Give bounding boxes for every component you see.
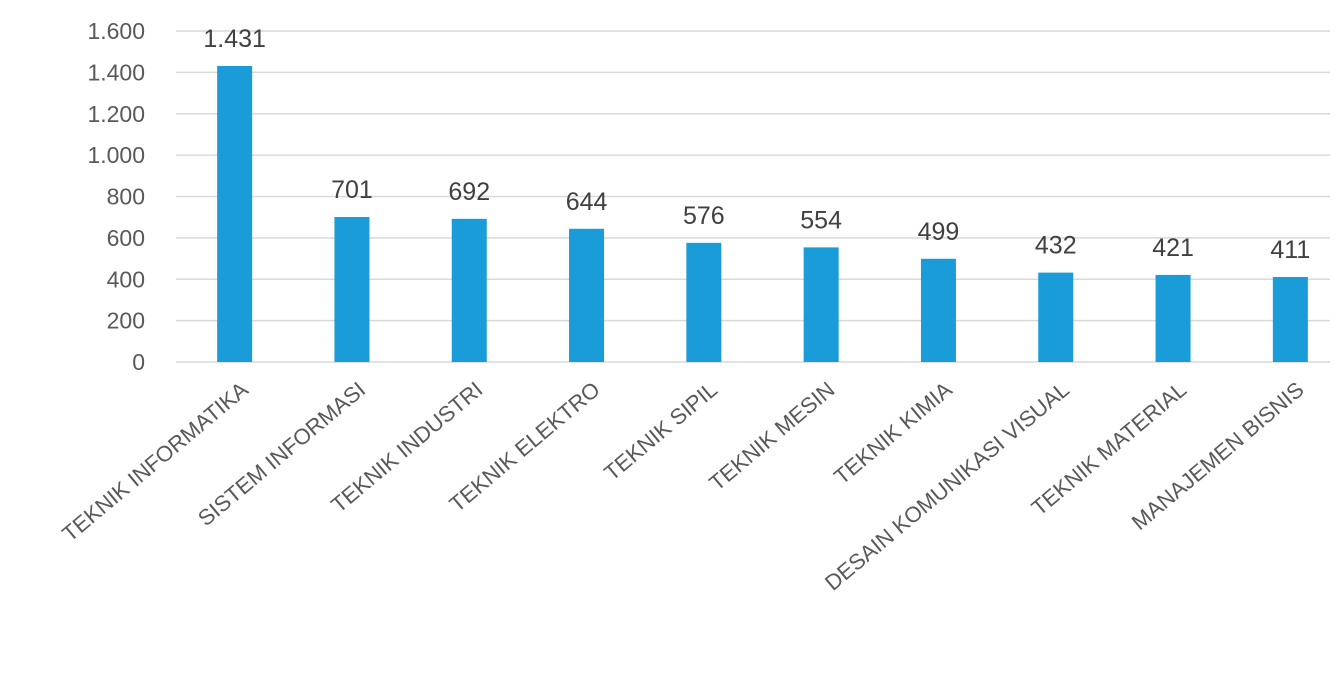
x-tick-label: TEKNIK INFORMATIKA: [57, 376, 253, 546]
x-tick-label: TEKNIK MESIN: [704, 377, 839, 496]
bar: [217, 65, 253, 362]
data-label: 701: [331, 176, 373, 204]
data-label: 576: [683, 202, 725, 230]
y-tick-label: 200: [107, 308, 145, 334]
x-tick-label: TEKNIK SIPIL: [599, 377, 722, 486]
y-tick-label: 1.200: [87, 101, 145, 127]
data-label: 421: [1152, 234, 1194, 262]
y-tick-label: 1.000: [87, 142, 145, 168]
y-tick-label: 800: [107, 184, 145, 210]
y-tick-label: 1.600: [87, 18, 145, 44]
bar: [1272, 276, 1308, 362]
data-label: 432: [1035, 232, 1077, 260]
y-axis-ticks: 0 200 400 600 800 1.000 1.200 1.400 1.600: [87, 18, 145, 375]
data-labels: 1.431 701 692 644 576 554 499 432 421 411: [203, 25, 1310, 264]
y-tick-label: 600: [107, 225, 145, 251]
bar: [569, 228, 605, 362]
data-label: 554: [800, 206, 842, 234]
bar: [803, 247, 839, 362]
bar: [334, 216, 370, 362]
x-tick-label: DESAIN KOMUNIKASI VISUAL: [820, 377, 1074, 596]
y-tick-label: 1.400: [87, 59, 145, 85]
data-label: 411: [1270, 236, 1310, 264]
bar: [686, 242, 722, 362]
y-tick-label: 0: [132, 349, 145, 375]
x-tick-label: TEKNIK KIMIA: [829, 376, 957, 489]
bar: [920, 258, 956, 362]
bar: [451, 218, 487, 362]
data-label: 692: [448, 178, 490, 206]
bar: [1155, 274, 1191, 362]
bar: [1038, 272, 1074, 362]
data-label: 644: [566, 188, 608, 216]
data-label: 1.431: [203, 25, 266, 53]
bars: [217, 65, 1308, 362]
y-tick-label: 400: [107, 266, 145, 292]
data-label: 499: [918, 218, 960, 246]
